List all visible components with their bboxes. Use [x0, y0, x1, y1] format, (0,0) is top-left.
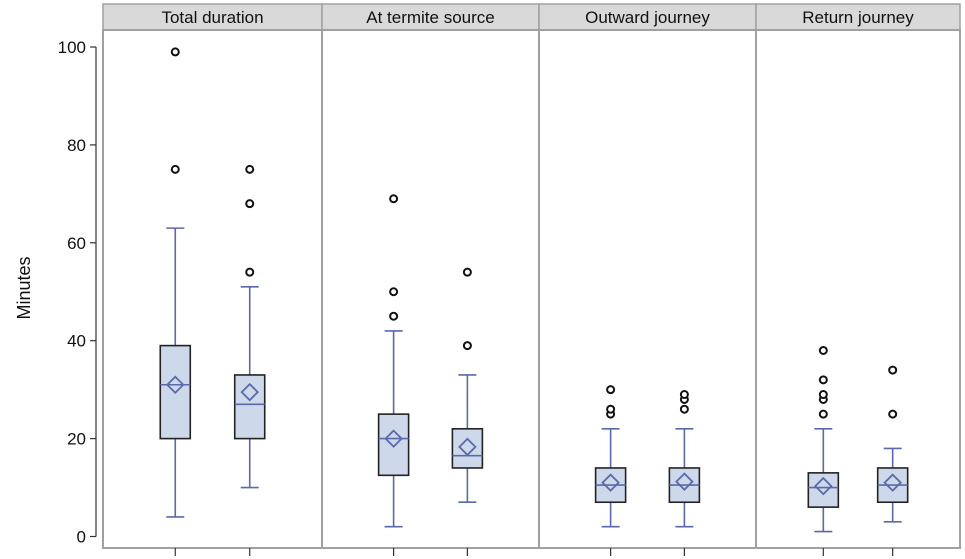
- outlier-point: [462, 267, 472, 277]
- mean-diamond: [814, 476, 833, 496]
- outlier-point: [389, 311, 399, 321]
- box-1: [594, 385, 627, 556]
- y-tick-label: 0: [77, 528, 86, 547]
- outlier-point: [818, 390, 828, 400]
- box-1: [807, 345, 840, 556]
- box-1: [377, 194, 410, 556]
- mean-diamond: [384, 429, 403, 448]
- outlier-point: [170, 164, 180, 174]
- outlier-point: [462, 341, 472, 351]
- y-tick-label: 60: [67, 234, 86, 253]
- panel-header: [321, 3, 540, 31]
- iqr-box: [377, 413, 410, 477]
- outlier-point: [818, 345, 828, 355]
- y-axis: 0 20 40 60 80 100: [58, 38, 97, 547]
- panel-title: At termite source: [366, 8, 495, 27]
- mean-diamond: [240, 382, 260, 402]
- panel-title: Total duration: [161, 8, 263, 27]
- panel-4: Return journey: [755, 3, 961, 556]
- panel-3: Outward journey: [538, 3, 757, 556]
- mean-diamond: [165, 375, 185, 395]
- outlier-point: [606, 404, 616, 414]
- outlier-point: [818, 409, 828, 419]
- outlier-point: [606, 385, 616, 395]
- mean-diamond: [883, 473, 902, 492]
- panel-1: Total duration: [102, 3, 323, 556]
- outlier-point: [389, 287, 399, 297]
- mean-diamond: [458, 437, 477, 457]
- outlier-point: [389, 194, 399, 204]
- outlier-point: [245, 164, 255, 174]
- y-tick-label: 100: [58, 38, 86, 57]
- panel-frame: [102, 29, 323, 549]
- outlier-point: [170, 47, 180, 57]
- outlier-point: [245, 199, 255, 209]
- y-axis-title: Minutes: [14, 256, 34, 319]
- outlier-point: [679, 390, 689, 400]
- panel-frame: [321, 29, 540, 549]
- y-tick-label: 80: [67, 136, 86, 155]
- panel-title: Return journey: [802, 8, 914, 27]
- box-1: [159, 47, 192, 556]
- box-2: [451, 267, 484, 556]
- mean-diamond: [601, 473, 620, 492]
- box-2: [668, 390, 701, 556]
- iqr-box: [451, 428, 484, 469]
- outlier-point: [245, 267, 255, 277]
- y-tick-label: 20: [67, 430, 86, 449]
- y-tick-label: 40: [67, 332, 86, 351]
- outlier-point: [818, 375, 828, 385]
- panel-header: [538, 3, 757, 31]
- panel-2: At termite source: [321, 3, 540, 556]
- panel-title: Outward journey: [585, 8, 710, 27]
- mean-diamond: [675, 472, 694, 491]
- outlier-point: [679, 404, 689, 414]
- box-2: [876, 365, 909, 556]
- panel-header: [755, 3, 961, 31]
- panel-frame: [755, 29, 961, 549]
- panel-frame: [538, 29, 757, 549]
- iqr-box: [233, 374, 266, 440]
- box-2: [233, 164, 266, 556]
- facet-panels: Total duration At termite source Outward j…: [102, 3, 961, 556]
- outlier-point: [888, 365, 898, 375]
- outlier-point: [888, 409, 898, 419]
